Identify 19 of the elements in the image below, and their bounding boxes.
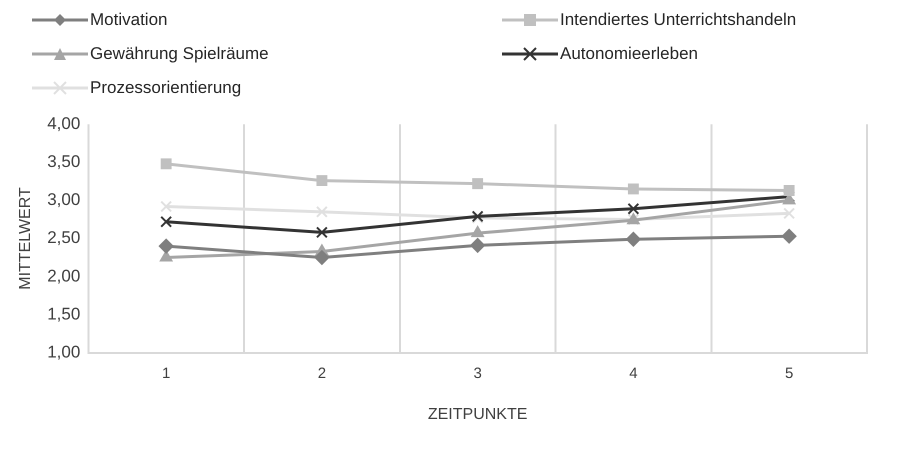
- legend-label: Autonomieerleben: [560, 44, 698, 64]
- y-tick-label: 2,50: [47, 228, 80, 248]
- y-tick-label: 1,50: [47, 304, 80, 324]
- y-tick-label: 4,00: [47, 114, 80, 133]
- x-tick-label: 2: [318, 364, 326, 382]
- legend-label: Intendiertes Unterrichtshandeln: [560, 10, 796, 30]
- x-tick-label: 3: [473, 364, 482, 382]
- y-tick-label: 1,00: [47, 342, 80, 362]
- y-tick-label: 2,00: [47, 266, 80, 286]
- y-tick-label: 3,00: [47, 190, 80, 210]
- legend-label: Motivation: [90, 10, 168, 30]
- x-tick-label: 5: [784, 364, 794, 382]
- x-tick-label: 4: [629, 364, 638, 382]
- y-tick-label: 3,50: [47, 152, 80, 171]
- x-tick-label: 1: [162, 364, 170, 382]
- legend-label: Prozessorientierung: [90, 78, 242, 98]
- legend-label: Gewährung Spielräume: [90, 44, 269, 64]
- y-axis-title: MITTELWERT: [17, 187, 34, 290]
- x-axis-title: ZEITPUNKTE: [428, 406, 528, 423]
